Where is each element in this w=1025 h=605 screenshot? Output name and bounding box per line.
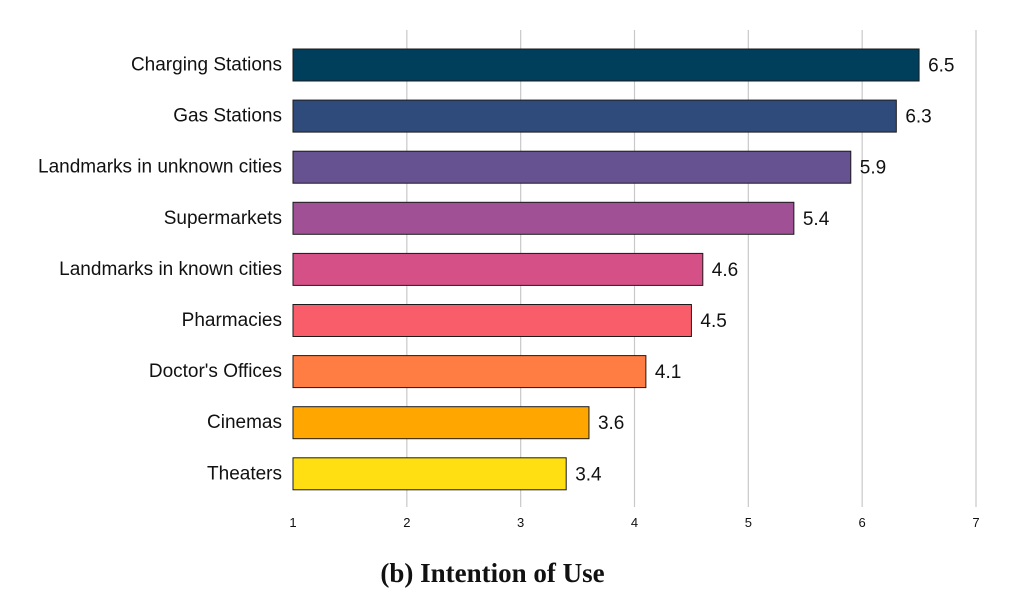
figure-caption: (b) Intention of Use — [380, 558, 605, 588]
data-label: 3.4 — [575, 464, 602, 485]
bar — [292, 304, 692, 337]
data-label: 6.3 — [905, 107, 931, 128]
bar — [292, 406, 590, 440]
intention-of-use-chart: Charging Stations Gas Stations Landmarks i… — [38, 30, 980, 530]
data-label: 4.6 — [712, 260, 738, 281]
bar — [292, 457, 567, 491]
bar — [292, 355, 647, 389]
bars — [292, 48, 920, 491]
x-tick-label: 5 — [745, 515, 752, 530]
bar — [292, 252, 704, 286]
bar — [292, 48, 920, 82]
data-label: 6.5 — [928, 56, 954, 77]
category-label: Charging Stations — [131, 55, 282, 76]
category-label: Doctor's Offices — [149, 361, 282, 382]
bar — [292, 99, 897, 133]
category-label: Theaters — [207, 463, 282, 484]
x-tick-label: 1 — [289, 515, 296, 530]
category-label: Landmarks in known cities — [59, 259, 282, 280]
x-tick-label: 2 — [403, 515, 410, 530]
category-label: Gas Stations — [173, 106, 282, 127]
category-label: Cinemas — [207, 412, 282, 433]
category-label: Pharmacies — [182, 310, 282, 331]
x-tick-label: 4 — [631, 515, 638, 530]
category-label: Landmarks in unknown cities — [38, 157, 282, 178]
value-labels: 6.5 6.3 5.9 5.4 4.6 4.5 4.1 3.6 3.4 — [575, 56, 954, 486]
data-label: 4.5 — [700, 311, 726, 332]
x-tick-label: 3 — [517, 515, 524, 530]
category-label: Supermarkets — [164, 208, 282, 229]
bar — [292, 201, 795, 235]
bar — [292, 150, 852, 184]
x-tick-label: 7 — [972, 515, 979, 530]
data-label: 4.1 — [655, 362, 681, 383]
data-label: 5.9 — [860, 158, 886, 179]
data-label: 5.4 — [803, 209, 830, 230]
category-labels: Charging Stations Gas Stations Landmarks i… — [38, 55, 282, 485]
x-tick-label: 6 — [859, 515, 866, 530]
x-axis-ticks: 1 2 3 4 5 6 7 — [289, 515, 979, 530]
data-label: 3.6 — [598, 413, 624, 434]
